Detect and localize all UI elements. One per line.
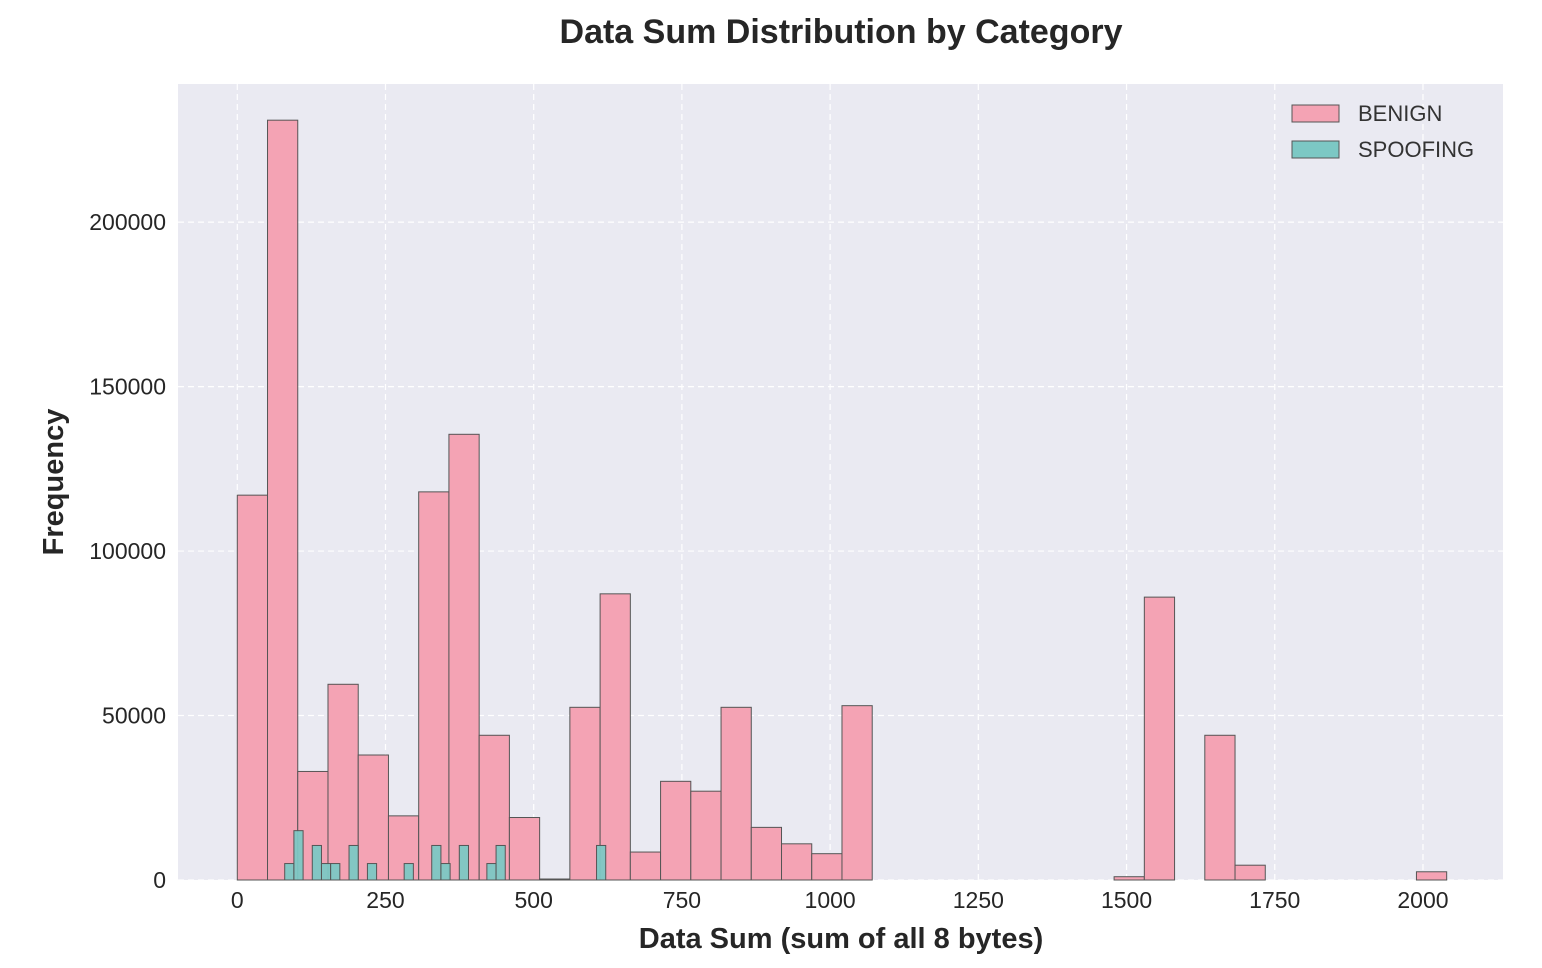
benign-bar-21 [1113,876,1145,881]
x-tick-label-5: 1250 [953,887,1004,913]
grid-lines [178,84,1503,881]
benign-bar-0 [236,494,269,881]
benign-bar-13 [629,851,662,881]
x-tick-label-0: 0 [231,887,244,913]
legend-label-benign: BENIGN [1358,101,1442,126]
spoofing-bar-13 [596,844,607,881]
x-tick-labels: 0 250 500 750 1000 1250 1500 1750 2000 [231,887,1449,913]
benign-bar-18 [781,843,813,881]
x-axis-label: Data Sum (sum of all 8 bytes) [639,923,1044,955]
benign-bar-5 [387,815,420,881]
plot-area [178,84,1503,880]
y-tick-labels: 0 50000 100000 150000 200000 [89,209,166,893]
benign-bars [236,119,1448,881]
benign-bar-15 [690,790,722,881]
chart-title: Data Sum Distribution by Category [560,13,1123,51]
benign-bar-24 [1234,864,1266,881]
benign-bar-16 [720,706,752,881]
y-axis-label: Frequency [38,409,70,556]
benign-bar-22 [1143,596,1176,881]
spoofing-bar-11 [486,863,497,881]
benign-bar-4 [357,754,389,881]
spoofing-bar-1 [293,830,304,881]
benign-bar-10 [539,878,571,881]
x-tick-label-7: 1750 [1249,887,1300,913]
spoofing-bars [284,830,607,881]
x-tick-label-6: 1500 [1101,887,1152,913]
benign-bar-7 [448,433,480,881]
x-tick-label-4: 1000 [805,887,856,913]
spoofing-bar-10 [458,844,469,881]
benign-bar-17 [750,826,783,881]
spoofing-bar-7 [403,863,414,881]
legend-swatch-spoofing [1291,140,1340,159]
benign-bar-1 [267,119,299,881]
spoofing-bar-2 [311,844,322,881]
x-tick-label-1: 250 [366,887,404,913]
y-tick-label-2: 100000 [89,538,166,564]
legend: BENIGN SPOOFING [1291,101,1474,162]
benign-bar-19 [811,853,843,881]
benign-bar-11 [569,706,601,881]
x-tick-label-3: 750 [663,887,701,913]
benign-bar-14 [660,780,692,881]
spoofing-bar-4 [330,863,341,881]
benign-bar-23 [1204,734,1236,881]
spoofing-bar-5 [348,844,359,881]
benign-bar-6 [418,491,450,881]
legend-label-spoofing: SPOOFING [1358,137,1474,162]
y-tick-label-0: 0 [153,867,166,893]
y-tick-label-1: 50000 [102,703,166,729]
spoofing-bar-9 [440,863,451,881]
benign-bar-12 [599,593,631,881]
spoofing-bar-8 [431,844,442,881]
spoofing-bar-12 [495,844,506,881]
y-tick-label-3: 150000 [89,374,166,400]
benign-bar-20 [841,705,873,881]
spoofing-bar-0 [284,863,295,881]
x-tick-label-2: 500 [515,887,553,913]
y-tick-label-4: 200000 [89,209,166,235]
spoofing-bar-6 [366,863,378,881]
legend-swatch-benign [1291,104,1340,123]
spoofing-bar-3 [320,863,332,881]
benign-bar-25 [1415,871,1448,881]
x-tick-label-8: 2000 [1397,887,1448,913]
benign-bar-9 [508,817,541,881]
